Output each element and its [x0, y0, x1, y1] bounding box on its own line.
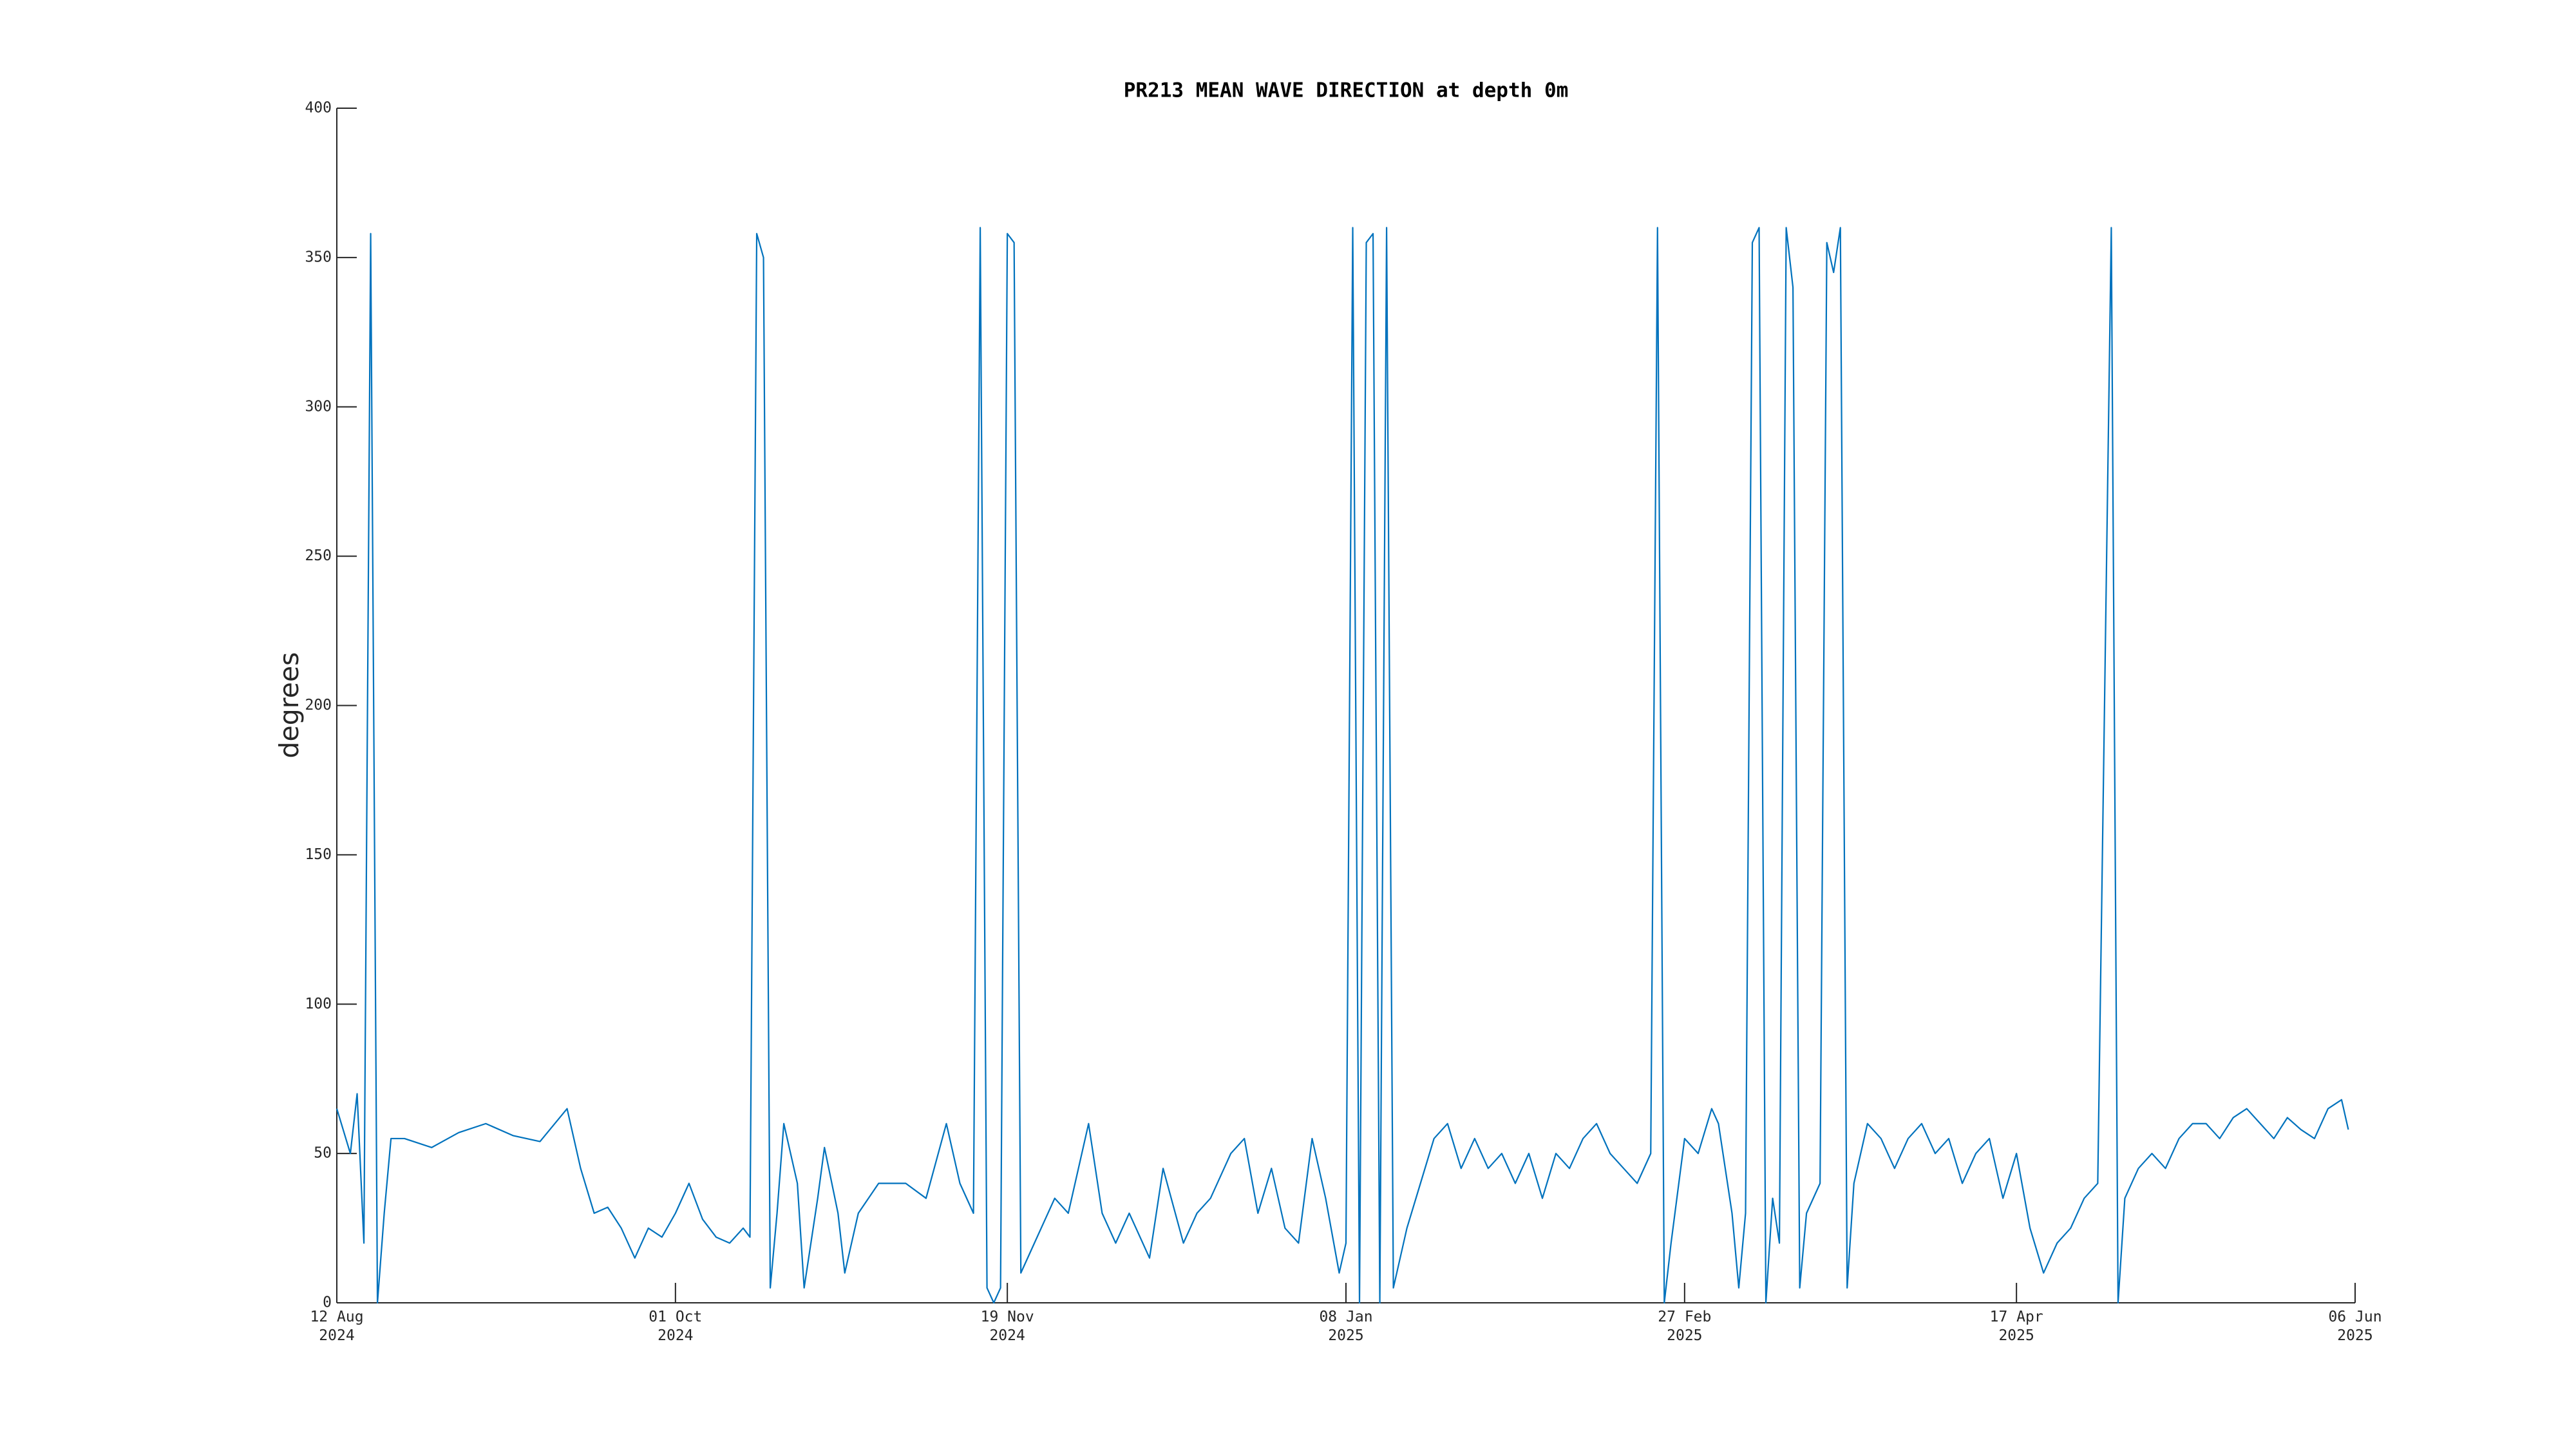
y-axis-label: degrees — [274, 652, 305, 758]
data-line — [336, 227, 2349, 1304]
x-tick-label: 06 Jun 2025 — [2328, 1309, 2382, 1344]
y-tick-label: 0 — [323, 1294, 332, 1311]
chart-title: PR213 MEAN WAVE DIRECTION at depth 0m — [1124, 79, 1569, 102]
x-tick-label: 01 Oct 2024 — [649, 1309, 702, 1344]
x-tick-label: 27 Feb 2025 — [1658, 1309, 1711, 1344]
x-tick-label: 12 Aug 2024 — [310, 1309, 363, 1344]
y-tick-label: 350 — [305, 249, 332, 265]
y-tick-label: 200 — [305, 697, 332, 714]
y-tick-label: 250 — [305, 547, 332, 564]
y-tick-label: 300 — [305, 398, 332, 415]
x-tick-label: 17 Apr 2025 — [1990, 1309, 2043, 1344]
y-tick-label: 50 — [314, 1145, 332, 1162]
y-tick-label: 400 — [305, 100, 332, 117]
y-tick-label: 100 — [305, 996, 332, 1012]
x-tick-label: 08 Jan 2025 — [1319, 1309, 1372, 1344]
x-tick-label: 19 Nov 2024 — [981, 1309, 1034, 1344]
y-tick-label: 150 — [305, 846, 332, 863]
